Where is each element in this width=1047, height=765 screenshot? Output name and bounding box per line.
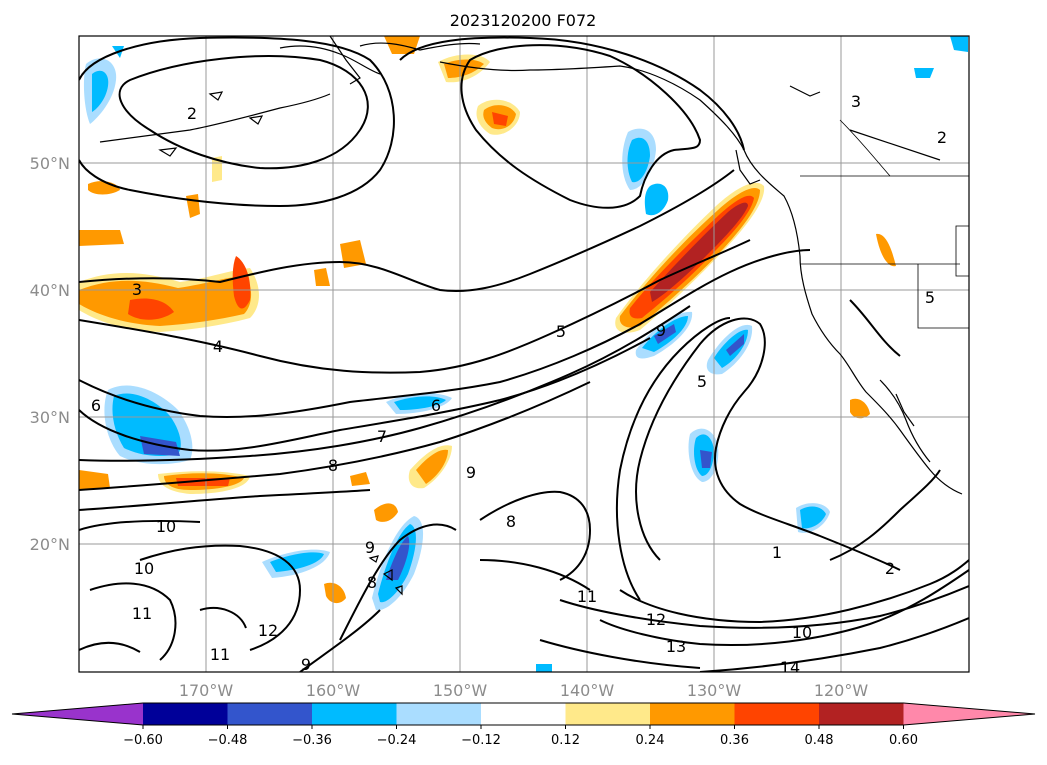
map-title: 2023120200 F072 [450, 11, 597, 30]
lon-label: 160°W [306, 681, 361, 700]
contour-label: 1 [772, 543, 782, 562]
colorbar-tick-label: −0.60 [123, 733, 163, 748]
contour-label: 3 [851, 92, 861, 111]
contour-label: 13 [666, 637, 686, 656]
lat-label: 30°N [30, 408, 70, 427]
contour-label: 7 [377, 427, 387, 446]
colorbar-tick-label: 0.36 [720, 733, 749, 748]
colorbar-extend-max [903, 703, 1035, 725]
colorbar-bin [650, 703, 735, 725]
contour-label: 5 [925, 288, 935, 307]
lon-label: 140°W [560, 681, 615, 700]
contour-label: 9 [301, 655, 311, 674]
contour-label: 12 [258, 621, 278, 640]
contour-label: 2 [187, 104, 197, 123]
colorbar-tick-label: 0.12 [551, 733, 580, 748]
colorbar-bin [481, 703, 566, 725]
contour-label: 11 [577, 587, 597, 606]
colorbar-tick-label: 0.24 [636, 733, 665, 748]
colorbar-tick-label: −0.12 [461, 733, 501, 748]
contour-lines [79, 36, 969, 672]
contour-label: 10 [156, 517, 176, 536]
contour-label: 8 [328, 456, 338, 475]
map-frame [78, 35, 970, 673]
contour-labels: 2 3 4 5 6 7 8 9 10 11 12 13 14 1 9 6 3 2… [91, 92, 947, 677]
lat-label: 40°N [30, 281, 70, 300]
colorbar-bin [227, 703, 313, 725]
colorbar: −0.60 −0.48 −0.36 −0.24 −0.12 0.12 0.24 0.36 0.4… [11, 702, 1036, 748]
colorbar-bin [143, 703, 228, 725]
map-panel: 2 3 4 5 6 7 8 9 10 11 12 13 14 1 9 6 3 2… [78, 35, 970, 677]
contour-label: 12 [646, 610, 666, 629]
lon-label: 170°W [179, 681, 234, 700]
contour-label: 6 [91, 396, 101, 415]
contour-label: 4 [213, 337, 223, 356]
contour-label: 9 [656, 321, 666, 340]
colorbar-bin [396, 703, 482, 725]
contour-label: 2 [885, 559, 895, 578]
lat-label: 20°N [30, 535, 70, 554]
colorbar-tick-label: −0.24 [377, 733, 417, 748]
colorbar-bin [312, 703, 397, 725]
national-borders [800, 119, 969, 329]
colorbar-bin [565, 703, 651, 725]
lon-label: 150°W [433, 681, 488, 700]
contour-label: 10 [792, 623, 812, 642]
contour-label: 9 [466, 463, 476, 482]
contour-label: 11 [210, 645, 230, 664]
contour-label: 2 [937, 128, 947, 147]
lat-label: 50°N [30, 154, 70, 173]
contour-label: 5 [697, 372, 707, 391]
shaded-anomaly-fields [79, 36, 968, 672]
latitude-labels: 50°N 40°N 30°N 20°N [30, 154, 70, 554]
contour-label: 10 [134, 559, 154, 578]
colorbar-extend-min [12, 703, 143, 725]
lon-label: 120°W [814, 681, 869, 700]
contour-label: 14 [780, 658, 800, 677]
colorbar-tick-label: 0.48 [805, 733, 834, 748]
contour-label: 5 [556, 322, 566, 341]
lon-label: 130°W [687, 681, 742, 700]
contour-label: 11 [132, 604, 152, 623]
longitude-labels: 170°W 160°W 150°W 140°W 130°W 120°W [179, 681, 869, 700]
colorbar-bin [734, 703, 820, 725]
contour-label: 9 [365, 538, 375, 557]
colorbar-tick-label: −0.48 [208, 733, 248, 748]
colorbar-bin [819, 703, 904, 725]
contour-label: 8 [506, 512, 516, 531]
colorbar-tick-label: −0.36 [292, 733, 332, 748]
contour-label: 3 [132, 280, 142, 299]
coastlines [99, 36, 963, 596]
contour-label: 6 [431, 396, 441, 415]
contour-label: 8 [367, 573, 377, 592]
colorbar-tick-label: 0.60 [889, 733, 918, 748]
